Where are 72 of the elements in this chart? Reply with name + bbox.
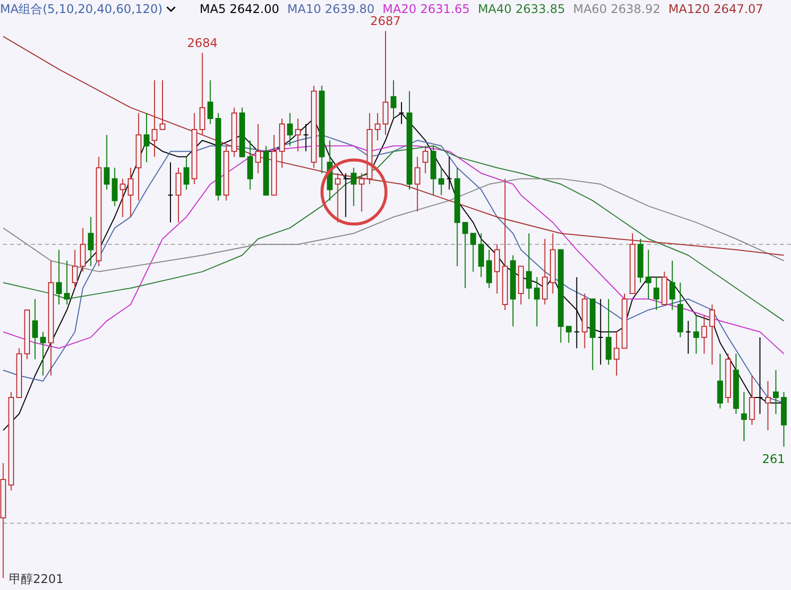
candlestick — [685, 320, 692, 354]
candlestick — [64, 260, 70, 305]
candlestick — [287, 112, 293, 146]
annotation: 261 — [762, 452, 785, 466]
candlestick — [606, 298, 612, 366]
candlestick — [414, 156, 420, 212]
candlestick — [112, 167, 118, 207]
candlestick — [152, 80, 158, 158]
candlestick — [342, 172, 349, 218]
text: MA60 2638.92 — [573, 2, 660, 16]
candlestick — [207, 80, 214, 124]
candlestick — [646, 249, 652, 300]
candlestick — [382, 30, 388, 136]
candlestick — [598, 298, 604, 366]
candlestick — [184, 156, 190, 190]
candlestick — [494, 244, 500, 294]
candlestick — [358, 172, 365, 212]
candlestick — [478, 232, 484, 278]
candlestick — [566, 326, 572, 344]
candlestick — [422, 145, 428, 174]
candlestick — [741, 392, 747, 442]
candlestick — [80, 227, 86, 272]
candlestick — [772, 370, 779, 414]
candlestick — [56, 249, 62, 305]
candlestick — [526, 232, 532, 300]
candlestick — [295, 118, 301, 152]
candlestick — [199, 52, 206, 136]
candlestick — [160, 80, 166, 130]
candlestick — [542, 238, 548, 305]
annotation: 2684 — [187, 36, 218, 50]
candlestick — [462, 222, 468, 289]
candlestick — [302, 123, 309, 152]
candlestick — [104, 134, 110, 190]
candlestick — [765, 380, 771, 431]
candlestick — [88, 216, 94, 267]
candlestick — [709, 304, 716, 366]
candlestick — [247, 140, 254, 190]
candlestick — [693, 314, 700, 354]
candlestick — [374, 112, 380, 141]
candlestick — [749, 375, 755, 426]
candlestick — [72, 249, 78, 289]
candlestick — [534, 276, 540, 327]
text: MA40 2633.85 — [478, 2, 566, 16]
candlestick — [438, 167, 444, 196]
candlestick — [669, 260, 676, 310]
candlestick — [757, 336, 763, 414]
candlestick — [176, 167, 182, 223]
annotation: 甲醇2201 — [9, 571, 64, 588]
candlestick — [255, 123, 261, 174]
candlestick — [120, 178, 126, 218]
candlestick — [334, 172, 341, 223]
candlestick — [470, 232, 476, 272]
candlestick — [40, 331, 46, 376]
candlestick — [350, 167, 357, 207]
annotation: 2687 — [370, 14, 401, 28]
candlestick — [446, 156, 452, 190]
candlestick — [144, 112, 150, 163]
candlestick — [486, 249, 492, 289]
candlestick — [390, 80, 396, 120]
candlestick — [128, 167, 134, 218]
chart-title: MA组合(5,10,20,40,60,120) — [0, 0, 163, 18]
text: MA20 2631.65 — [382, 2, 470, 16]
candlestick — [32, 298, 38, 360]
candlestick — [717, 353, 723, 409]
text: MA120 2647.07 — [668, 2, 764, 16]
candlestick — [574, 276, 580, 349]
candlestick — [653, 276, 660, 310]
candlestick — [614, 331, 620, 376]
legend-label: MA5 2642.00 — [200, 2, 280, 16]
text: MA10 2639.80 — [287, 2, 375, 16]
candlestick — [168, 162, 174, 223]
candlestick — [701, 314, 708, 354]
